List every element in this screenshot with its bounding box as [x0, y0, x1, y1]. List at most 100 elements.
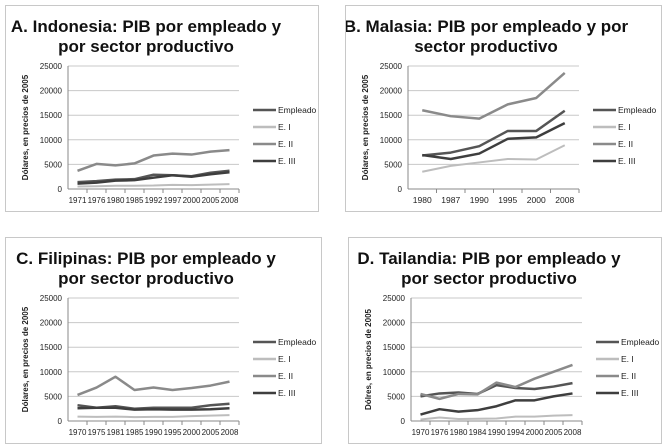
legend-label: Empleado	[278, 105, 317, 115]
y-tick-label: 10000	[40, 368, 63, 377]
chart-title-line: sector productivo	[414, 37, 558, 56]
y-tick-label: 25000	[40, 62, 63, 71]
chart-title-line: D. Tailandia: PIB por empleado y	[357, 249, 621, 268]
x-tick-label: 1995	[498, 195, 517, 205]
y-tick-label: 15000	[383, 343, 406, 352]
x-tick-label: 1990	[488, 428, 506, 437]
series-line-eiii	[420, 392, 573, 416]
x-tick-label: 1971	[69, 196, 87, 205]
chart-title-line: por sector productivo	[401, 269, 577, 288]
x-tick-label: 1970	[412, 428, 430, 437]
series-line-eiii	[77, 406, 230, 411]
x-tick-label: 2008	[221, 196, 239, 205]
x-tick-label: 1995	[164, 428, 182, 437]
x-tick-label: 2000	[183, 428, 201, 437]
series-line-eii	[421, 71, 566, 120]
legend-label: E. II	[278, 139, 293, 149]
x-tick-label: 1985	[126, 196, 144, 205]
x-tick-label: 1984	[469, 428, 487, 437]
y-tick-label: 15000	[40, 343, 63, 352]
legend-label: E. II	[621, 371, 636, 381]
y-tick-label: 5000	[384, 160, 402, 169]
legend-label: E. I	[278, 122, 291, 132]
y-tick-label: 10000	[40, 136, 63, 145]
x-tick-label: 1987	[441, 195, 460, 205]
y-tick-label: 0	[58, 185, 63, 194]
x-tick-label: 2008	[564, 428, 582, 437]
legend-label: E. II	[278, 371, 293, 381]
legend-label: E. I	[621, 354, 634, 364]
x-tick-label: 2000	[526, 428, 544, 437]
legend-label: Empleado	[618, 105, 657, 115]
legend-label: Empleado	[621, 337, 660, 347]
x-tick-label: 2008	[555, 195, 574, 205]
chart-title-line: por sector productivo	[58, 269, 234, 288]
x-tick-label: 1980	[413, 195, 432, 205]
chart-indonesia: A. Indonesia: PIB por empleado y por sect…	[5, 5, 319, 212]
chart-tailandia: D. Tailandia: PIB por empleado y por sect…	[348, 237, 662, 444]
series-line-ei	[77, 183, 230, 188]
y-tick-label: 25000	[380, 62, 403, 71]
y-tick-label: 5000	[44, 160, 62, 169]
x-tick-label: 2005	[202, 196, 220, 205]
x-tick-label: 1975	[88, 428, 106, 437]
series-line-eiii	[422, 121, 566, 161]
series-line-eii	[77, 375, 230, 397]
x-tick-label: 1994	[507, 428, 525, 437]
chart-title-line: C. Filipinas: PIB por empleado y	[16, 249, 276, 268]
x-tick-label: 1980	[450, 428, 468, 437]
legend-label: Empleado	[278, 337, 317, 347]
y-tick-label: 0	[58, 417, 63, 426]
y-tick-label: 15000	[40, 111, 63, 120]
chart-filipinas: C. Filipinas: PIB por empleado y por sect…	[5, 237, 322, 444]
y-axis-label: Dólares, en precios de 2005	[21, 306, 30, 412]
y-tick-label: 20000	[40, 87, 63, 96]
x-tick-label: 1990	[145, 428, 163, 437]
x-tick-label: 2000	[527, 195, 546, 205]
x-tick-label: 1985	[126, 428, 144, 437]
y-tick-label: 10000	[383, 368, 406, 377]
y-tick-label: 25000	[383, 294, 406, 303]
y-tick-label: 5000	[44, 392, 62, 401]
x-tick-label: 2005	[202, 428, 220, 437]
y-tick-label: 10000	[380, 136, 403, 145]
chart-title-line: por sector productivo	[58, 37, 234, 56]
series-line-empleado	[422, 109, 566, 157]
legend-label: E. I	[278, 354, 291, 364]
legend-label: E. I	[618, 122, 631, 132]
chart-title-line: B. Malasia: PIB por empleado y por	[346, 17, 629, 36]
series-line-ei	[77, 414, 230, 419]
y-axis-label: Dólres, en precios de 2005	[364, 308, 373, 409]
x-tick-label: 2005	[545, 428, 563, 437]
x-tick-label: 1976	[431, 428, 449, 437]
y-tick-label: 5000	[387, 392, 405, 401]
series-line-eii	[77, 148, 230, 172]
legend-label: E. III	[618, 156, 635, 166]
series-line-eiii	[77, 171, 230, 185]
y-tick-label: 15000	[380, 111, 403, 120]
y-tick-label: 20000	[380, 87, 403, 96]
x-tick-label: 1970	[69, 428, 87, 437]
x-tick-label: 2000	[183, 196, 201, 205]
x-tick-label: 1992	[145, 196, 163, 205]
series-line-ei	[420, 414, 573, 421]
x-tick-label: 1997	[164, 196, 182, 205]
series-line-ei	[422, 144, 566, 173]
legend-label: E. III	[278, 388, 295, 398]
x-tick-label: 2008	[221, 428, 239, 437]
x-tick-label: 1981	[107, 428, 125, 437]
chart-malasia: B. Malasia: PIB por empleado y por sector…	[344, 5, 662, 212]
x-tick-label: 1976	[88, 196, 106, 205]
y-tick-label: 20000	[383, 319, 406, 328]
x-tick-label: 1980	[107, 196, 125, 205]
legend-label: E. III	[621, 388, 638, 398]
legend-label: E. II	[618, 139, 633, 149]
legend-label: E. III	[278, 156, 295, 166]
series-line-empleado	[420, 381, 573, 398]
y-tick-label: 25000	[40, 294, 63, 303]
x-tick-label: 1990	[470, 195, 489, 205]
series-line-eii	[420, 363, 573, 401]
chart-title-line: A. Indonesia: PIB por empleado y	[11, 17, 282, 36]
y-axis-label: Dólares, en precios de 2005	[21, 74, 30, 180]
y-tick-label: 0	[398, 185, 403, 194]
